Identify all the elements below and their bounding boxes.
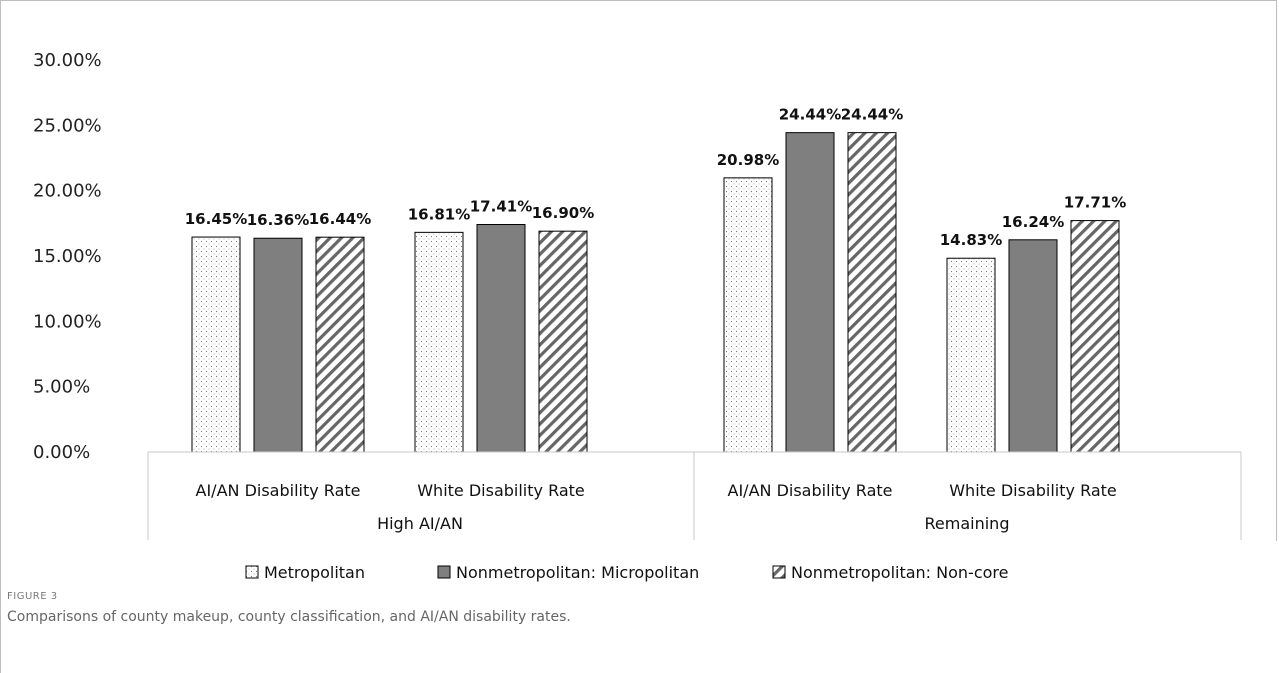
data-label: 17.71% [1064, 194, 1126, 212]
bar-solid [785, 132, 835, 453]
bar-dots [414, 231, 464, 453]
category-label: AI/AN Disability Rate [196, 481, 361, 500]
y-tick-label: 0.00% [33, 442, 90, 463]
bar-diagonal [847, 132, 897, 453]
bar-diagonal [315, 236, 365, 453]
y-axis-ticks: 0.00% 5.00% 10.00% 15.00% 20.00% 25.00% 30.00% [33, 50, 102, 463]
y-tick-label: 20.00% [33, 181, 102, 202]
legend-entry: Metropolitan [264, 563, 365, 582]
bar-dots [946, 257, 996, 453]
data-label: 16.44% [309, 210, 371, 228]
caption-rule [0, 540, 1, 673]
category-axis [147, 451, 1242, 540]
y-tick-label: 10.00% [33, 311, 102, 332]
data-labels: 16.45% 16.81% 20.98% 14.83% 16.36% 17.41% 24.4… [185, 106, 1126, 250]
y-tick-label: 15.00% [33, 246, 102, 267]
data-label: 20.98% [717, 151, 779, 169]
data-label: 16.90% [532, 204, 594, 222]
bar-dots [191, 236, 241, 453]
legend-entry: Nonmetropolitan: Non-core [791, 563, 1008, 582]
bar-dots [723, 177, 773, 453]
legend-swatch [772, 565, 786, 579]
legend: Metropolitan Nonmetropolitan: Micropolita… [245, 563, 1008, 582]
bar-solid [1008, 239, 1058, 453]
data-label: 16.36% [247, 211, 309, 229]
data-label: 16.24% [1002, 213, 1064, 231]
legend-swatch [245, 565, 259, 579]
group-label: Remaining [925, 514, 1010, 533]
bars [191, 132, 1120, 453]
bar-diagonal [538, 230, 588, 453]
y-tick-label: 25.00% [33, 115, 102, 136]
data-label: 16.45% [185, 210, 247, 228]
data-label: 14.83% [940, 231, 1002, 249]
y-tick-label: 5.00% [33, 377, 90, 398]
category-label: White Disability Rate [949, 481, 1117, 500]
figure-label: FIGURE 3 [7, 591, 58, 602]
bar-solid [253, 237, 303, 453]
category-label: AI/AN Disability Rate [728, 481, 893, 500]
data-label: 17.41% [470, 198, 532, 216]
bar-solid [476, 224, 526, 453]
category-label: White Disability Rate [417, 481, 585, 500]
bar-chart: 0.00% 5.00% 10.00% 15.00% 20.00% 25.00% 30.00%… [33, 50, 1242, 582]
group-labels: High AI/AN Remaining [377, 514, 1009, 533]
data-label: 16.81% [408, 205, 470, 223]
legend-entry: Nonmetropolitan: Micropolitan [456, 563, 699, 582]
legend-swatch [437, 565, 451, 579]
y-tick-label: 30.00% [33, 50, 102, 71]
figure-caption: Comparisons of county makeup, county cla… [7, 609, 571, 625]
data-label: 24.44% [841, 106, 903, 124]
bar-diagonal [1070, 220, 1120, 453]
data-label: 24.44% [779, 106, 841, 124]
group-label: High AI/AN [377, 514, 463, 533]
category-labels: AI/AN Disability Rate White Disability Ra… [196, 481, 1117, 500]
